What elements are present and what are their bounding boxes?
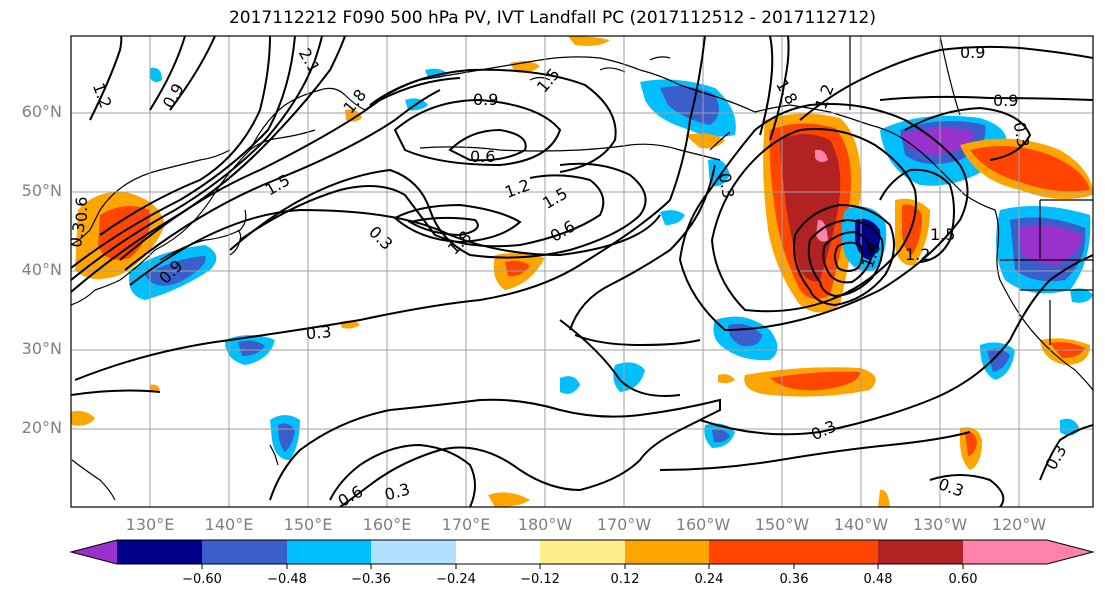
lon-label-140w: 140°W bbox=[833, 515, 889, 534]
colorbar-tick-label: −0.48 bbox=[267, 572, 307, 587]
colorbar-tick-label: −0.36 bbox=[351, 572, 391, 587]
contour-label: 0.6 bbox=[470, 147, 495, 166]
colorbar-extend-left bbox=[71, 540, 117, 564]
map-frame bbox=[70, 35, 1094, 508]
colorbar-tick-label: 0.12 bbox=[610, 572, 640, 587]
colorbar-segment bbox=[456, 540, 540, 564]
lon-label-170e: 170°E bbox=[441, 515, 491, 534]
lat-label-40n: 40°N bbox=[21, 260, 62, 279]
map-title: 2017112212 F090 500 hPa PV, IVT Landfall… bbox=[228, 8, 876, 28]
colorbar-segment bbox=[878, 540, 963, 564]
contour-label: 0.3 bbox=[1010, 120, 1033, 148]
colorbar-segment bbox=[625, 540, 709, 564]
lon-label-130e: 130°E bbox=[125, 515, 175, 534]
contour-label: 1.2 bbox=[905, 245, 930, 264]
colorbar-tick-label: 0.24 bbox=[694, 572, 724, 587]
contour-label: 0.6 bbox=[72, 197, 91, 222]
contour-label: 0.3 bbox=[66, 221, 89, 249]
colorbar-segment bbox=[287, 540, 371, 564]
colorbar-outline bbox=[69, 539, 1095, 565]
lon-label-160w: 160°W bbox=[675, 515, 731, 534]
colorbar-segment bbox=[371, 540, 456, 564]
colorbar-segment bbox=[794, 540, 878, 564]
colorbar-tick-label: −0.12 bbox=[520, 572, 560, 587]
colorbar-tick-label: −0.24 bbox=[436, 572, 476, 587]
contour-label: 1.5 bbox=[930, 225, 955, 244]
colorbar-extend-right bbox=[963, 540, 1093, 564]
lon-label-150w: 150°W bbox=[754, 515, 810, 534]
lon-label-150e: 150°E bbox=[283, 515, 333, 534]
lon-label-180w: 180°W bbox=[517, 515, 573, 534]
lat-label-50n: 50°N bbox=[21, 181, 62, 200]
contour-label: 0.9 bbox=[473, 90, 498, 109]
lon-label-160e: 160°E bbox=[362, 515, 412, 534]
lon-label-130w: 130°W bbox=[912, 515, 968, 534]
colorbar-tick-label: 0.36 bbox=[779, 572, 809, 587]
pv-contours bbox=[71, 36, 1093, 507]
colorbar bbox=[69, 539, 1095, 569]
lon-label-170w: 170°W bbox=[596, 515, 652, 534]
colorbar-segment bbox=[709, 540, 794, 564]
lat-label-60n: 60°N bbox=[21, 102, 62, 121]
graticule bbox=[71, 36, 1093, 507]
contour-label: 0.3 bbox=[715, 171, 738, 199]
colorbar-tick-label: 0.48 bbox=[863, 572, 893, 587]
lon-label-120w: 120°W bbox=[991, 515, 1047, 534]
colorbar-segment bbox=[202, 540, 287, 564]
colorbar-tick-label: 0.60 bbox=[948, 572, 978, 587]
lon-label-140e: 140°E bbox=[204, 515, 254, 534]
lat-label-20n: 20°N bbox=[21, 418, 62, 437]
contour-label: 0.9 bbox=[993, 91, 1018, 110]
colorbar-segment bbox=[117, 540, 202, 564]
contour-label: 0.3 bbox=[305, 322, 332, 343]
pv-anomaly-shading bbox=[71, 36, 1093, 507]
contour-label: 0.9 bbox=[960, 43, 985, 62]
lat-label-30n: 30°N bbox=[21, 339, 62, 358]
colorbar-tick-label: −0.60 bbox=[182, 572, 222, 587]
colorbar-segment bbox=[540, 540, 625, 564]
